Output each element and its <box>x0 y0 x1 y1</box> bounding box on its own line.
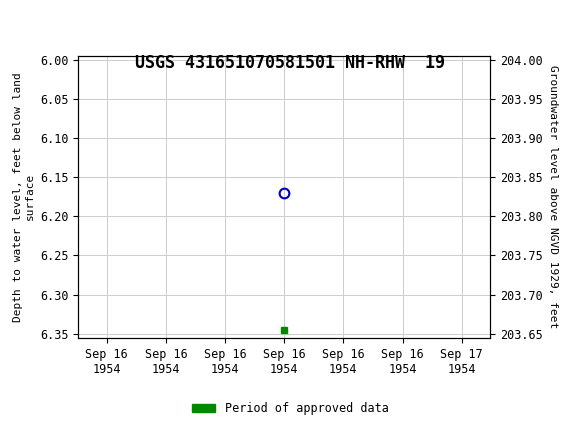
Text: USGS: USGS <box>61 12 125 33</box>
Bar <box>3 3 52 41</box>
Text: USGS 431651070581501 NH-RHW  19: USGS 431651070581501 NH-RHW 19 <box>135 54 445 72</box>
Y-axis label: Groundwater level above NGVD 1929, feet: Groundwater level above NGVD 1929, feet <box>548 65 558 329</box>
Y-axis label: Depth to water level, feet below land
surface: Depth to water level, feet below land su… <box>13 72 35 322</box>
Legend: Period of approved data: Period of approved data <box>187 397 393 420</box>
